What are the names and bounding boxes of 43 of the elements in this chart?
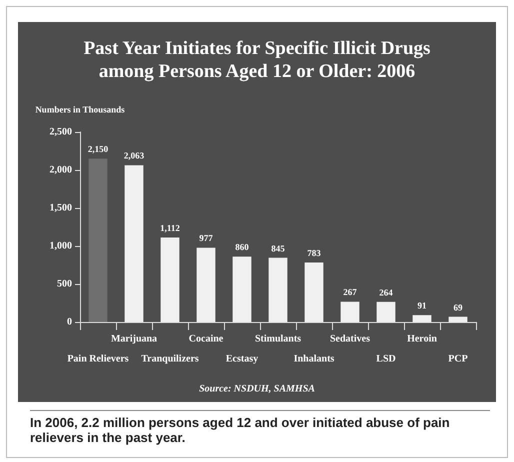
y-tick-label: 0 — [67, 316, 72, 328]
data-label: 1,112 — [160, 222, 180, 233]
bar — [160, 237, 180, 322]
x-tick-label: Tranquilizers — [141, 354, 199, 364]
bar — [340, 302, 360, 322]
bar — [376, 302, 396, 322]
x-tick-label: Marijuana — [110, 334, 158, 344]
data-label: 783 — [307, 248, 322, 258]
bar — [232, 256, 252, 322]
x-tick-label: Stimulants — [254, 334, 302, 344]
data-label: 845 — [271, 243, 286, 254]
bar — [448, 316, 468, 322]
bar — [196, 248, 216, 322]
x-tick-label: Cocaine — [188, 334, 224, 344]
x-tick-label: Inhalants — [294, 354, 334, 364]
y-tick-label: 2,000 — [50, 164, 72, 176]
data-label: 2,150 — [88, 144, 109, 154]
x-tick-label: Heroin — [407, 334, 438, 344]
x-tick-label: Ecstasy — [226, 354, 258, 364]
y-axis-title: Numbers in Thousands — [35, 104, 126, 114]
x-tick-label: Pain Relievers — [67, 354, 129, 364]
y-tick-label: 1,500 — [50, 202, 72, 214]
data-label: 977 — [199, 233, 214, 244]
data-label: 264 — [379, 287, 394, 298]
bar — [124, 165, 144, 322]
data-label: 267 — [343, 287, 358, 298]
source-note: Source: NSDUH, SAMHSA — [199, 384, 316, 394]
text: In 2006, 2.2 million persons aged 12 and over initiated abuse of pain relievers in the past year. — [30, 410, 490, 445]
data-label: 2,063 — [124, 150, 145, 161]
data-label: 91 — [418, 300, 427, 311]
data-label: 69 — [454, 302, 463, 312]
bar — [268, 258, 288, 322]
y-tick-label: 500 — [57, 278, 72, 290]
chart-title: Past Year Initiates for Specific Illicit Drugs among Persons Aged 12 or Older: 2006 — [84, 38, 430, 82]
bar — [304, 262, 324, 322]
y-tick-label: 1,000 — [50, 240, 72, 252]
data-label: 860 — [235, 242, 250, 252]
bar — [88, 158, 108, 322]
x-tick-label: PCP — [448, 354, 468, 364]
x-tick-label: Sedatives — [330, 334, 370, 344]
y-tick-label: 2,500 — [50, 126, 72, 138]
x-tick-label: LSD — [376, 354, 396, 364]
bar — [412, 315, 432, 322]
